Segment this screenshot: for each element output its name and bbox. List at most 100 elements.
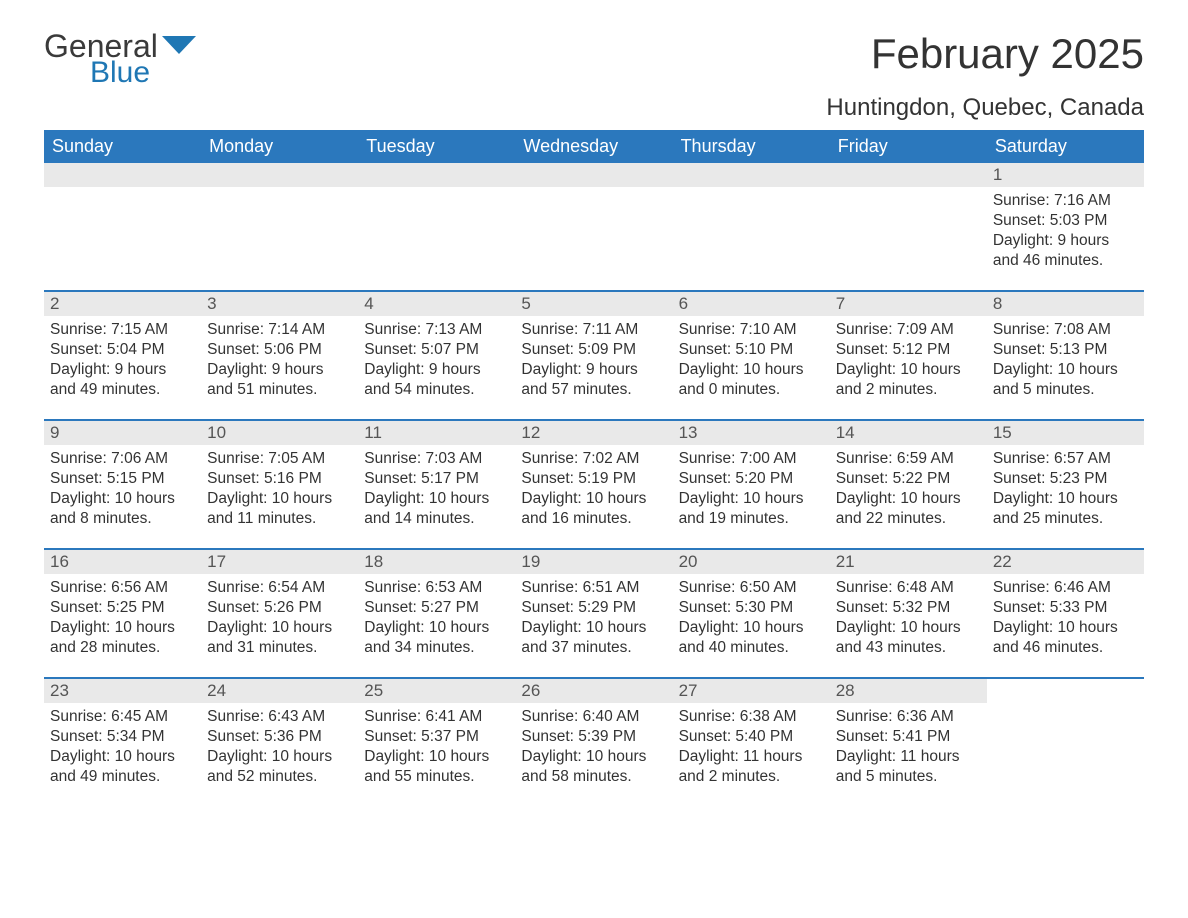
sunrise-line: Sunrise: 6:57 AM [993,449,1138,469]
header: General Blue February 2025 Huntingdon, Q… [44,30,1144,122]
sunrise-line: Sunrise: 6:54 AM [207,578,352,598]
calendar-cell: 10Sunrise: 7:05 AMSunset: 5:16 PMDayligh… [201,421,358,549]
sunset-line: Sunset: 5:39 PM [521,727,666,747]
sunset-line: Sunset: 5:34 PM [50,727,195,747]
weekday-header: Friday [830,130,987,163]
daylight-line: Daylight: 10 hours and 46 minutes. [993,618,1138,658]
sunset-line: Sunset: 5:10 PM [679,340,824,360]
calendar-cell: 20Sunrise: 6:50 AMSunset: 5:30 PMDayligh… [673,550,830,678]
sunset-line: Sunset: 5:37 PM [364,727,509,747]
sunrise-line: Sunrise: 7:13 AM [364,320,509,340]
calendar-cell: 15Sunrise: 6:57 AMSunset: 5:23 PMDayligh… [987,421,1144,549]
day-details: Sunrise: 7:03 AMSunset: 5:17 PMDaylight:… [358,445,515,540]
calendar-cell [830,163,987,291]
calendar-cell: 12 Sunrise: 7:02 AMSunset: 5:19 PMDayligh… [515,421,672,549]
daylight-line: Daylight: 10 hours and 49 minutes. [50,747,195,787]
sunset-line: Sunset: 5:15 PM [50,469,195,489]
calendar-cell: 28Sunrise: 6:36 AMSunset: 5:41 PMDayligh… [830,679,987,807]
day-number: 13 [673,421,830,445]
daylight-line: Daylight: 9 hours and 57 minutes. [521,360,666,400]
sunset-line: Sunset: 5:09 PM [521,340,666,360]
daylight-line: Daylight: 10 hours and 40 minutes. [679,618,824,658]
sunset-line: Sunset: 5:36 PM [207,727,352,747]
sunset-line: Sunset: 5:30 PM [679,598,824,618]
day-details: Sunrise: 6:59 AMSunset: 5:22 PMDaylight:… [830,445,987,540]
flag-icon [162,36,196,58]
sunset-line: Sunset: 5:20 PM [679,469,824,489]
sunrise-line: Sunrise: 6:43 AM [207,707,352,727]
calendar-cell: 16Sunrise: 6:56 AMSunset: 5:25 PMDayligh… [44,550,201,678]
sunrise-line: Sunrise: 7:03 AM [364,449,509,469]
sunset-line: Sunset: 5:12 PM [836,340,981,360]
day-details: Sunrise: 6:38 AMSunset: 5:40 PMDaylight:… [673,703,830,798]
weekday-header: Wednesday [515,130,672,163]
day-details: Sunrise: 6:46 AMSunset: 5:33 PMDaylight:… [987,574,1144,669]
sunrise-line: Sunrise: 7:11 AM [521,320,666,340]
calendar-table: SundayMondayTuesdayWednesdayThursdayFrid… [44,130,1144,807]
calendar-week: 23Sunrise: 6:45 AMSunset: 5:34 PMDayligh… [44,679,1144,807]
day-number: 7 [830,292,987,316]
day-details: Sunrise: 7:14 AMSunset: 5:06 PMDaylight:… [201,316,358,411]
sunrise-line: Sunrise: 7:00 AM [679,449,824,469]
daylight-line: Daylight: 10 hours and 22 minutes. [836,489,981,529]
sunrise-line: Sunrise: 6:40 AM [521,707,666,727]
day-details: Sunrise: 6:57 AMSunset: 5:23 PMDaylight:… [987,445,1144,540]
calendar-cell: 14Sunrise: 6:59 AMSunset: 5:22 PMDayligh… [830,421,987,549]
day-details: Sunrise: 6:54 AMSunset: 5:26 PMDaylight:… [201,574,358,669]
sunset-line: Sunset: 5:03 PM [993,211,1138,231]
month-title: February 2025 [826,30,1144,78]
day-number: 8 [987,292,1144,316]
day-number: 26 [515,679,672,703]
daylight-line: Daylight: 9 hours and 46 minutes. [993,231,1138,271]
sunset-line: Sunset: 5:07 PM [364,340,509,360]
day-number: 11 [358,421,515,445]
sunrise-line: Sunrise: 7:15 AM [50,320,195,340]
brand-word-2: Blue [90,58,158,88]
sunset-line: Sunset: 5:23 PM [993,469,1138,489]
sunrise-line: Sunrise: 7:02 AM [521,449,666,469]
sunrise-line: Sunrise: 7:06 AM [50,449,195,469]
daylight-line: Daylight: 11 hours and 2 minutes. [679,747,824,787]
sunrise-line: Sunrise: 6:38 AM [679,707,824,727]
day-number: 21 [830,550,987,574]
sunrise-line: Sunrise: 7:16 AM [993,191,1138,211]
day-number: 12 [515,421,672,445]
daylight-line: Daylight: 10 hours and 5 minutes. [993,360,1138,400]
sunset-line: Sunset: 5:27 PM [364,598,509,618]
sunrise-line: Sunrise: 6:59 AM [836,449,981,469]
day-number: 22 [987,550,1144,574]
daylight-line: Daylight: 10 hours and 8 minutes. [50,489,195,529]
day-number: 9 [44,421,201,445]
day-number: 27 [673,679,830,703]
calendar-cell [358,163,515,291]
calendar-cell: 19Sunrise: 6:51 AMSunset: 5:29 PMDayligh… [515,550,672,678]
calendar-cell: 18Sunrise: 6:53 AMSunset: 5:27 PMDayligh… [358,550,515,678]
sunrise-line: Sunrise: 7:05 AM [207,449,352,469]
calendar-cell: 7Sunrise: 7:09 AMSunset: 5:12 PMDaylight… [830,292,987,420]
sunset-line: Sunset: 5:19 PM [521,469,666,489]
sunrise-line: Sunrise: 7:10 AM [679,320,824,340]
day-details: Sunrise: 7:16 AMSunset: 5:03 PMDaylight:… [987,187,1144,282]
sunset-line: Sunset: 5:04 PM [50,340,195,360]
sunset-line: Sunset: 5:29 PM [521,598,666,618]
calendar-cell [987,679,1144,807]
sunrise-line: Sunrise: 7:08 AM [993,320,1138,340]
day-details: Sunrise: 7:09 AMSunset: 5:12 PMDaylight:… [830,316,987,411]
calendar-cell: 24Sunrise: 6:43 AMSunset: 5:36 PMDayligh… [201,679,358,807]
daylight-line: Daylight: 10 hours and 16 minutes. [521,489,666,529]
daylight-line: Daylight: 10 hours and 34 minutes. [364,618,509,658]
daylight-line: Daylight: 10 hours and 25 minutes. [993,489,1138,529]
day-number: 6 [673,292,830,316]
day-details: Sunrise: 7:08 AMSunset: 5:13 PMDaylight:… [987,316,1144,411]
calendar-cell: 23Sunrise: 6:45 AMSunset: 5:34 PMDayligh… [44,679,201,807]
sunset-line: Sunset: 5:25 PM [50,598,195,618]
sunrise-line: Sunrise: 6:45 AM [50,707,195,727]
calendar-cell: 22Sunrise: 6:46 AMSunset: 5:33 PMDayligh… [987,550,1144,678]
day-number: 3 [201,292,358,316]
sunset-line: Sunset: 5:06 PM [207,340,352,360]
sunset-line: Sunset: 5:17 PM [364,469,509,489]
calendar-week: 16Sunrise: 6:56 AMSunset: 5:25 PMDayligh… [44,550,1144,678]
day-details: Sunrise: 7:15 AMSunset: 5:04 PMDaylight:… [44,316,201,411]
day-number: 14 [830,421,987,445]
day-number: 24 [201,679,358,703]
